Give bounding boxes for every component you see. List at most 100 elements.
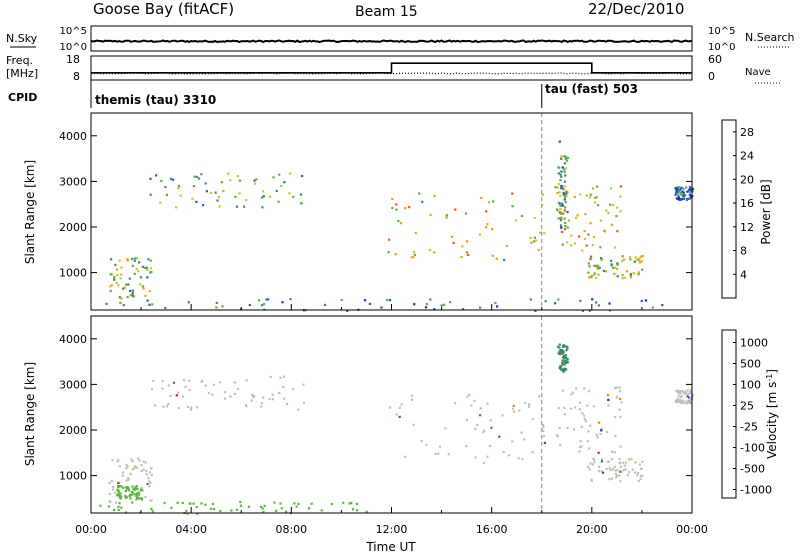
velocity-cell-5-12 [601, 458, 604, 461]
power-cell-0-21 [155, 174, 158, 177]
power-cell-7-17 [496, 305, 499, 308]
velocity-cell-1-16 [135, 466, 138, 469]
power-cell-7-2 [651, 306, 654, 309]
power-cell-4-8 [638, 261, 642, 264]
power-cell-3-37 [596, 185, 599, 188]
power-cell-7-35 [557, 298, 560, 301]
power-cell-0-44 [289, 172, 292, 175]
velocity-cell-6-25 [565, 368, 568, 371]
velocity-cell-8-54 [320, 509, 323, 512]
power-cell-2-23 [491, 228, 494, 231]
power-cell-1-19 [118, 259, 121, 262]
power-cell-5-9 [558, 191, 561, 194]
velocity-cell-5-23 [598, 465, 601, 468]
velocity-cell-0-2 [302, 383, 305, 386]
power-cell-7-26 [388, 299, 392, 302]
power-cell-3-18 [615, 215, 618, 218]
power-cell-0-37 [280, 184, 283, 187]
power-cell-5-52 [564, 174, 567, 177]
power-cell-4-37 [587, 262, 590, 265]
power-cell-2-38 [452, 241, 455, 244]
power-cell-0-27 [202, 204, 205, 207]
velocity-cell-5-47 [616, 469, 619, 472]
velocity-cell-6-53 [560, 352, 563, 355]
velocity-cell-1-11 [125, 479, 128, 482]
power-cell-4-46 [621, 274, 624, 277]
power-cell-3-13 [607, 211, 610, 214]
velocity-cell-2-44 [136, 492, 139, 495]
velocity-cell-4-7 [583, 414, 586, 417]
velocity-cell-1-13 [134, 494, 137, 497]
velocity-cell-8-56 [189, 502, 192, 505]
velocity-cell-3-37 [404, 455, 407, 458]
power-cell-7-40 [644, 299, 648, 302]
power-cell-2-12 [460, 255, 463, 258]
power-cell-5-35 [559, 219, 563, 222]
velocity-cell-6-19 [563, 363, 566, 366]
power-cell-0-26 [243, 205, 246, 208]
velocity-cell-8-21 [170, 506, 173, 509]
power-cell-3-41 [588, 196, 591, 199]
power-cell-4-24 [621, 260, 624, 263]
velocity-cell-5-46 [619, 480, 622, 483]
power-cell-7-1 [429, 298, 432, 301]
velocity-cell-8-18 [365, 510, 368, 513]
power-cell-0-20 [220, 181, 223, 184]
power-cell-3-36 [570, 234, 573, 237]
velocity-cell-1-33 [111, 459, 114, 462]
velocity-cell-5-16 [600, 460, 603, 463]
velocity-cell-1-21 [122, 471, 125, 474]
power-cell-0-56 [222, 190, 225, 193]
power-cell-4-47 [589, 258, 592, 261]
velocity-cell-6-35 [566, 361, 569, 364]
nsky-tick-top: 10^5 [60, 26, 87, 37]
power-cell-6-44 [677, 196, 681, 199]
velocity-cell-7-47 [677, 389, 680, 392]
velocity-cell-7-4 [686, 402, 689, 405]
velocity-cell-3-35 [479, 414, 482, 417]
velocity-cell-6-54 [563, 367, 566, 370]
velocity-cell-4-19 [559, 444, 562, 447]
velocity-cell-3-48 [398, 415, 401, 418]
velocity-cell-0-49 [233, 381, 236, 384]
power-cell-7-0 [215, 301, 218, 304]
velocity-cell-2-38 [137, 491, 140, 494]
velocity-cell-0-36 [234, 392, 237, 395]
velocity-cell-1-54 [146, 482, 149, 486]
velocity-cell-4-23 [614, 387, 617, 390]
velocity-cell-2-50 [122, 486, 125, 489]
velocity-cell-7-15 [678, 392, 681, 395]
power-cell-6-22 [682, 187, 685, 190]
velocity-cell-4-6 [619, 415, 622, 419]
velocity-cell-6-42 [561, 370, 565, 373]
velocity-cell-2-53 [138, 497, 141, 500]
power-cell-3-45 [585, 194, 588, 197]
velocity-cell-2-52 [119, 496, 122, 499]
power-cell-6-45 [688, 188, 691, 191]
velocity-cell-2-17 [120, 495, 123, 498]
power-cell-7-27 [479, 306, 482, 309]
power-cell-4-32 [595, 264, 598, 267]
velocity-cell-1-9 [112, 485, 115, 488]
velocity-cell-3-25 [543, 441, 546, 444]
velocity-cell-5-25 [613, 465, 616, 468]
power-cell-4-59 [612, 266, 615, 270]
power-colorbar-label: Power [dB] [759, 179, 773, 244]
velocity-cell-0-24 [182, 379, 185, 382]
velocity-cell-3-29 [512, 404, 515, 407]
power-cell-3-17 [573, 242, 576, 245]
power-cell-0-8 [169, 177, 172, 180]
power-cell-0-49 [214, 191, 217, 194]
velocity-cell-2-55 [140, 498, 143, 501]
velocity-cell-1-53 [142, 468, 145, 471]
power-cell-7-11 [119, 301, 122, 304]
velocity-cell-4-44 [586, 404, 589, 407]
power-cell-6-28 [688, 186, 692, 189]
power-cell-7-55 [386, 298, 389, 302]
velocity-cell-3-11 [410, 394, 413, 397]
velocity-cell-6-6 [564, 354, 567, 357]
velocity-cell-4-21 [583, 418, 586, 421]
power-cell-1-39 [119, 277, 122, 280]
velocity-cell-3-12 [447, 453, 450, 456]
power-cell-1-30 [145, 266, 148, 269]
